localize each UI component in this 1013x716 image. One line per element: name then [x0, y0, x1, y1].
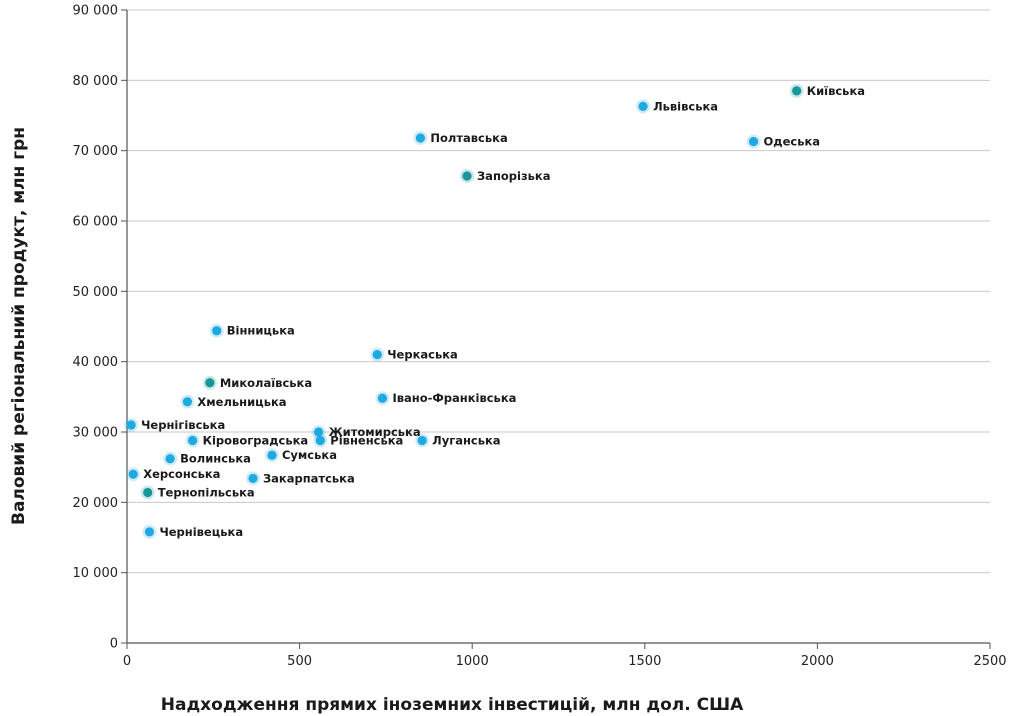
data-point: [792, 86, 802, 96]
x-tick-label: 500: [287, 654, 312, 669]
data-point: [205, 378, 215, 388]
point-label: Полтавська: [430, 131, 507, 145]
data-point: [144, 527, 155, 537]
point-label: Запорізька: [477, 169, 550, 183]
data-point: [212, 326, 222, 336]
point-label: Черкаська: [387, 348, 458, 362]
axes: [121, 9, 991, 649]
y-axis-title: Валовий регіональний продукт, млн грн: [9, 127, 29, 525]
x-tick-label: 1000: [456, 654, 489, 669]
data-point: [313, 427, 324, 437]
y-tick-label: 20 000: [73, 496, 119, 511]
y-tick-label: 90 000: [73, 4, 119, 19]
y-tick-labels: 0 10 000 20 000 30 000 40 000 50 000 60 000 70 …: [73, 4, 119, 652]
data-points: [124, 83, 804, 539]
data-point: [638, 101, 648, 111]
x-tick-label: 2000: [801, 654, 834, 669]
y-tick-label: 40 000: [73, 355, 119, 370]
point-label: Херсонська: [143, 467, 220, 481]
y-tick-label: 80 000: [73, 74, 119, 89]
point-label: Чернігівська: [141, 418, 225, 432]
point-label: Житомирська: [329, 425, 421, 439]
x-tick-label: 2500: [973, 654, 1006, 669]
point-label: Кіровоградська: [203, 433, 309, 447]
data-point: [415, 133, 426, 143]
y-tick-label: 60 000: [73, 215, 119, 230]
point-label: Закарпатська: [263, 471, 355, 485]
data-point: [248, 473, 258, 484]
y-tick-label: 0: [110, 637, 118, 652]
data-point: [315, 435, 325, 446]
x-axis-title: Надходження прямих іноземних інвестицій,…: [161, 695, 744, 715]
point-label: Рівненська: [330, 433, 403, 447]
y-tick-label: 10 000: [73, 566, 119, 581]
data-point: [126, 420, 136, 430]
data-point: [182, 397, 193, 407]
data-point: [748, 136, 759, 147]
data-point: [165, 454, 175, 464]
point-labels: Київська Львівська Одеська Полтавська Запорі…: [141, 84, 865, 539]
point-label: Київська: [807, 84, 865, 98]
data-point: [462, 171, 472, 181]
point-label: Львівська: [653, 99, 718, 113]
point-label: Івано-Франківська: [392, 391, 516, 405]
data-point: [267, 450, 277, 460]
point-label: Тернопільська: [158, 485, 255, 499]
data-point: [187, 435, 198, 446]
point-label: Вінницька: [227, 324, 295, 338]
x-tick-label: 1500: [628, 654, 661, 669]
data-point: [128, 469, 138, 479]
point-label: Чернівецька: [159, 525, 243, 539]
x-tick-labels: 0 500 1000 1500 2000 2500: [123, 654, 1007, 669]
point-label: Миколаївська: [220, 376, 312, 390]
x-tick-label: 0: [123, 654, 131, 669]
data-point: [143, 487, 153, 498]
y-tick-label: 50 000: [73, 285, 119, 300]
gridlines: [127, 9, 990, 574]
y-tick-label: 70 000: [73, 144, 119, 159]
y-tick-label: 30 000: [73, 426, 119, 441]
data-point: [372, 350, 382, 360]
point-label: Волинська: [180, 452, 251, 466]
point-label: Хмельницька: [197, 395, 286, 409]
data-point: [417, 435, 427, 446]
point-label: Одеська: [764, 135, 821, 149]
data-point: [377, 393, 388, 403]
point-label: Луганська: [432, 433, 500, 447]
point-label: Сумська: [282, 448, 337, 462]
